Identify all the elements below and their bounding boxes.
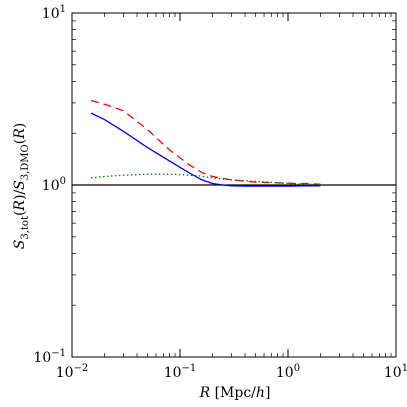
x-axis-label: R [Mpc/h] (199, 385, 271, 401)
series-line-dotted (90, 173, 321, 186)
x-tick-label: 10−2 (56, 363, 89, 381)
y-axis-label: S3,tot(R)/S3,DMO(R) (12, 123, 31, 249)
series-line-solid (90, 112, 321, 187)
y-tick-label: 100 (42, 176, 66, 194)
x-tick-label: 101 (384, 363, 407, 381)
x-tick-label: 100 (276, 363, 300, 381)
series-line-dashed (90, 99, 321, 185)
y-tick-label: 10−1 (33, 348, 66, 366)
plot-frame (71, 12, 397, 358)
y-tick-label: 101 (42, 4, 66, 22)
plot-area (72, 99, 396, 187)
x-tick-label: 10−1 (164, 363, 197, 381)
